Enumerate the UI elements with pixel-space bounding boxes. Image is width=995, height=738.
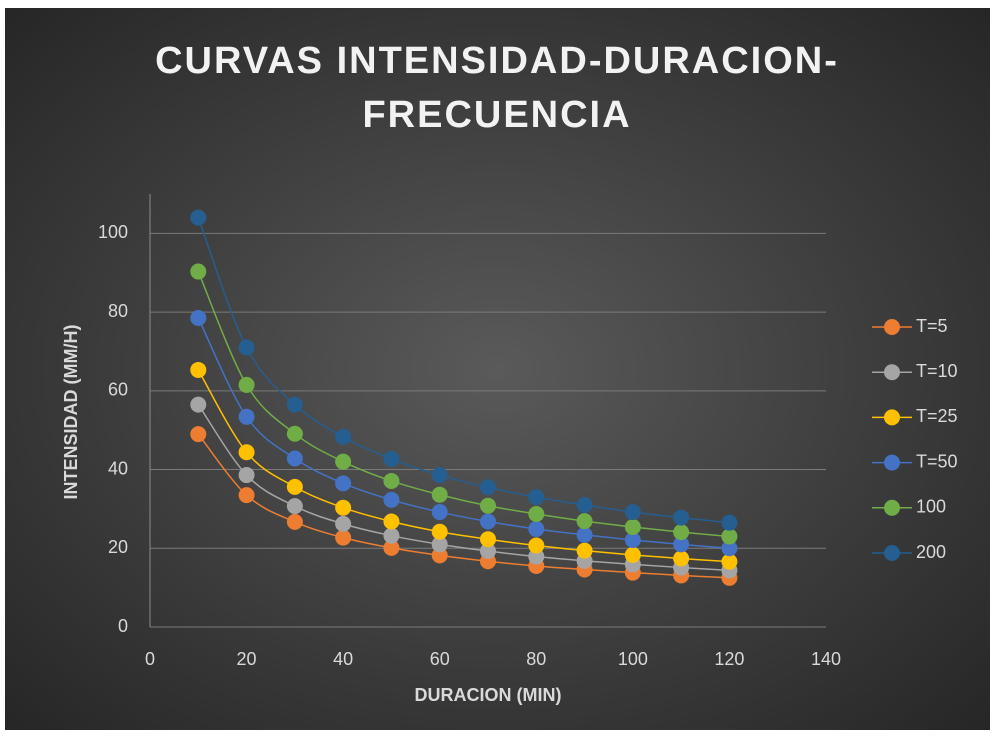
data-point [673, 524, 690, 541]
chart-background [5, 8, 990, 730]
data-point [576, 513, 593, 530]
data-point [383, 491, 400, 508]
data-point [190, 396, 207, 413]
y-tick-label: 0 [118, 616, 128, 636]
data-point [528, 489, 545, 506]
data-point [673, 550, 690, 567]
data-point [528, 506, 545, 523]
x-tick-label: 140 [811, 649, 841, 669]
data-point [286, 450, 303, 467]
data-point [624, 519, 641, 536]
data-point [431, 547, 448, 564]
x-tick-label: 100 [618, 649, 648, 669]
data-point [480, 479, 496, 496]
data-point [576, 542, 593, 559]
data-point [624, 546, 641, 563]
legend-marker [884, 545, 900, 561]
data-point [238, 408, 255, 425]
legend-label: 200 [916, 542, 946, 562]
data-point [480, 543, 496, 560]
series-line [197, 404, 730, 572]
data-point [480, 497, 496, 514]
data-point [431, 523, 448, 540]
data-point [721, 553, 738, 570]
data-point [576, 496, 593, 513]
data-point [431, 467, 448, 484]
data-point [190, 209, 207, 226]
data-point [286, 498, 303, 515]
data-point [238, 376, 255, 393]
data-point [528, 537, 545, 554]
data-point [286, 425, 303, 442]
data-point [190, 361, 207, 378]
x-tick-label: 80 [526, 649, 546, 669]
data-point [286, 478, 303, 495]
y-axis-title: INTENSIDAD (MM/H) [61, 325, 81, 500]
data-point [383, 472, 400, 489]
legend-marker [884, 409, 900, 426]
legend-label: T=10 [916, 361, 958, 381]
legend-label: 100 [916, 497, 946, 517]
data-point [190, 426, 207, 443]
data-point [383, 450, 400, 467]
y-tick-label: 100 [98, 222, 128, 242]
x-tick-label: 40 [333, 649, 353, 669]
data-point [286, 513, 303, 530]
x-tick-label: 20 [237, 649, 257, 669]
data-point [238, 444, 255, 461]
data-point [383, 539, 400, 556]
series-line [197, 271, 730, 538]
data-point [335, 499, 352, 516]
y-tick-label: 20 [108, 537, 128, 557]
series-line [197, 369, 730, 563]
data-point [721, 514, 738, 531]
data-point [238, 339, 255, 356]
legend-label: T=25 [916, 406, 958, 426]
y-tick-label: 40 [108, 458, 128, 478]
data-point [190, 309, 207, 326]
data-point [190, 263, 207, 280]
legend-label: T=50 [916, 451, 958, 471]
legend-marker [884, 319, 900, 335]
data-point [528, 520, 545, 537]
legend-marker [884, 364, 900, 381]
x-tick-label: 0 [145, 649, 155, 669]
data-point [721, 540, 738, 557]
data-point [335, 428, 352, 445]
data-point [431, 486, 448, 503]
data-point [383, 513, 400, 530]
data-point [480, 531, 496, 548]
data-point [480, 513, 496, 530]
data-point [431, 504, 448, 521]
data-point [335, 475, 352, 492]
legend-marker [884, 499, 900, 516]
data-point [673, 509, 690, 526]
data-point [238, 467, 255, 484]
data-point [576, 526, 593, 543]
y-tick-label: 60 [108, 380, 128, 400]
data-point [335, 529, 352, 546]
data-point [383, 527, 400, 544]
x-tick-label: 60 [430, 649, 450, 669]
data-point [721, 528, 738, 545]
data-point [528, 548, 545, 565]
data-point [624, 504, 641, 521]
legend-label: T=5 [916, 316, 948, 336]
data-point [431, 536, 448, 553]
data-point [286, 396, 303, 413]
chart-title: CURVAS INTENSIDAD-DURACION-FRECUENCIA [155, 40, 839, 136]
x-tick-label: 120 [714, 649, 744, 669]
x-axis-title: DURACION (MIN) [415, 685, 562, 705]
data-point [238, 487, 255, 504]
data-point [335, 515, 352, 532]
legend-marker [884, 454, 900, 471]
data-point [335, 453, 352, 470]
data-point [673, 536, 690, 553]
y-tick-label: 80 [108, 301, 128, 321]
data-point [624, 532, 641, 549]
